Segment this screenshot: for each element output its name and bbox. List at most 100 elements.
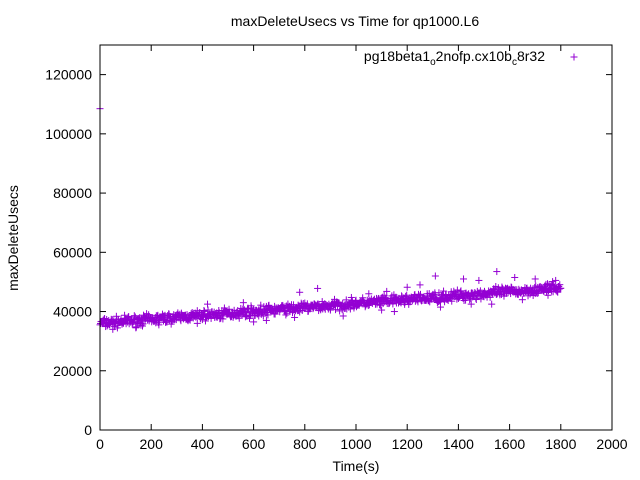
data-point [364,301,372,309]
legend: pg18beta1o2nofp.cx10bc8r32 [364,48,578,68]
data-point [201,317,209,325]
data-point [544,291,552,299]
data-point [204,306,212,314]
data-point [239,299,247,307]
data-point [378,306,386,314]
data-point [198,316,206,324]
x-tick-label: 200 [140,436,164,452]
data-point [130,312,138,320]
data-point [257,301,265,309]
data-point [155,321,163,329]
y-tick-label: 40000 [53,304,92,320]
data-point [488,300,496,308]
data-point [109,325,117,333]
data-point [557,284,565,292]
data-point [533,289,541,297]
data-point [416,281,424,289]
data-point [556,281,564,289]
data-point [339,312,347,320]
y-tick-label: 100000 [45,126,92,142]
data-point [493,268,501,276]
y-tick-label: 0 [84,422,92,438]
data-point [552,276,560,284]
x-tick-label: 1800 [545,436,576,452]
data-point [296,288,304,296]
x-tick-label: 1400 [443,436,474,452]
data-point [112,312,120,320]
data-point [472,296,480,304]
data-point [549,278,557,286]
data-point [415,292,423,300]
data-point [250,318,258,326]
data-point [282,311,290,319]
data-point [219,315,227,323]
x-tick-label: 0 [96,436,104,452]
data-point [414,298,422,306]
data-point [467,300,475,308]
data-point [403,283,411,291]
data-point [235,314,243,322]
data-point [457,287,465,295]
data-point [345,303,353,311]
data-point [346,305,354,313]
data-point [475,276,483,284]
data-point [518,296,526,304]
y-axis-label: maxDeleteUsecs [5,185,21,291]
x-tick-label: 1000 [340,436,371,452]
data-point [193,319,201,327]
data-point [359,294,367,302]
data-point [121,311,129,319]
data-point [132,323,140,331]
x-tick-label: 1200 [392,436,423,452]
x-tick-label: 800 [293,436,317,452]
data-point [241,313,249,321]
data-point [383,287,391,295]
data-point [278,302,286,310]
data-point [347,293,355,301]
chart-title: maxDeleteUsecs vs Time for qp1000.L6 [231,13,479,29]
data-point [200,307,208,315]
data-point [291,313,299,321]
data-point [466,296,474,304]
data-point [264,311,272,319]
data-point [448,297,456,305]
data-point [442,290,450,298]
data-point [365,290,373,298]
data-point [511,273,519,281]
data-point [167,320,175,328]
x-tick-label: 2000 [596,436,627,452]
data-point [397,299,405,307]
data-point [531,275,539,283]
x-tick-label: 600 [242,436,266,452]
data-point [204,300,212,308]
x-tick-label: 400 [191,436,215,452]
plot-frame [99,44,613,431]
legend-marker [570,53,578,61]
data-point [389,300,397,308]
data-point [238,310,246,318]
data-point [182,311,190,319]
data-point [342,296,350,304]
data-point [326,306,334,314]
data-point [543,280,551,288]
y-tick-label: 80000 [53,185,92,201]
data-point [255,312,263,320]
data-point [132,324,140,332]
data-point [225,305,233,313]
data-point [262,316,270,324]
data-point [173,313,181,321]
data-point [314,284,322,292]
data-point [352,296,360,304]
legend-marker-plus [570,53,578,61]
data-point [303,300,311,308]
data-point [431,272,439,280]
x-tick-label: 1600 [494,436,525,452]
y-tick-label: 60000 [53,244,92,260]
data-point [200,307,208,315]
data-points [96,105,565,333]
data-point [554,288,562,296]
data-point [460,275,468,283]
data-point [390,308,398,316]
y-tick-label: 20000 [53,363,92,379]
